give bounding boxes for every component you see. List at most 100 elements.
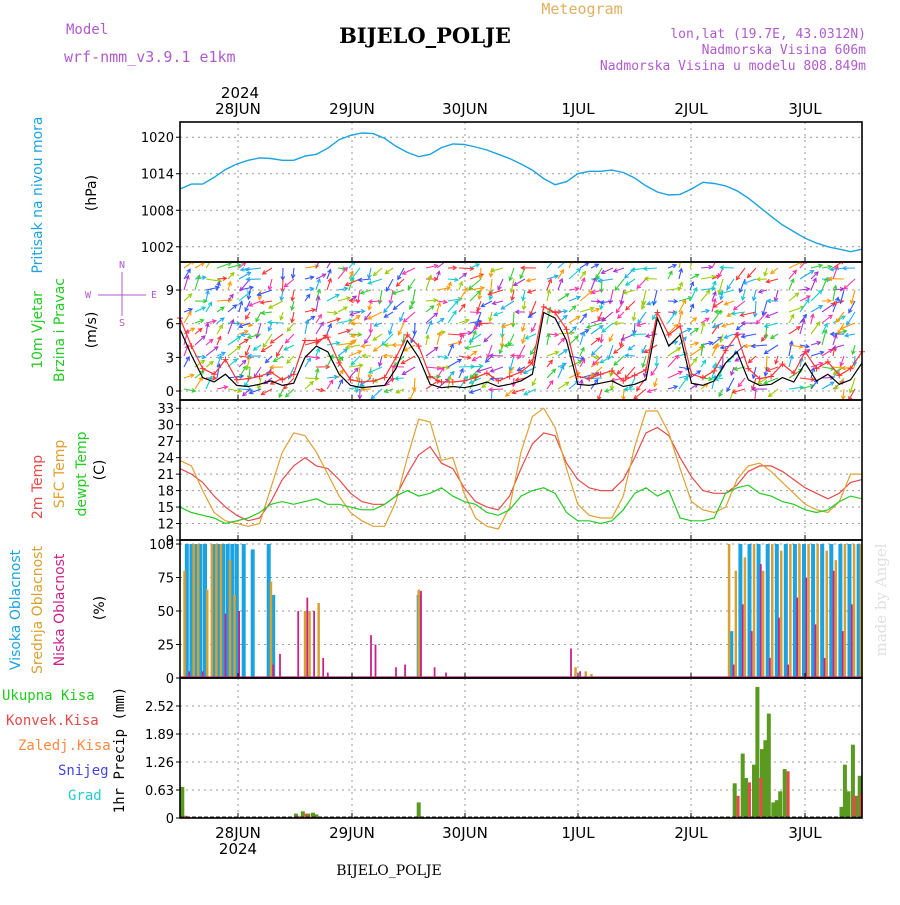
bar-srednja-oblacnost: [418, 590, 421, 678]
y-tick-label: 9: [166, 284, 174, 299]
bar-niska-oblacnost: [787, 665, 789, 678]
precip-label-snow: Snijeg: [58, 763, 109, 779]
bar-ukupna-kisa: [843, 765, 847, 818]
wind-arrow: [402, 367, 415, 374]
gust-marker: [700, 375, 706, 381]
top-day-label: 3JUL: [788, 100, 822, 118]
bar-niska-oblacnost: [842, 631, 844, 678]
elevation-text: Nadmorska Visina 606m: [702, 43, 867, 58]
bar-srednja-oblacnost: [197, 544, 200, 678]
top-day-label: 2JUL: [674, 100, 708, 118]
bar-niska-oblacnost: [313, 611, 315, 678]
bar-srednja-oblacnost: [762, 571, 765, 678]
wind-label-2: Brzina i Pravac: [52, 278, 68, 382]
wind-arrow: [591, 326, 603, 334]
wind-arrow: [459, 268, 473, 269]
compass-n: N: [119, 260, 125, 271]
y-tick-label: 100: [149, 538, 174, 553]
bar-srednja-oblacnost: [206, 590, 209, 678]
wind-arrow: [501, 301, 514, 309]
wind-arrow: [206, 347, 218, 356]
wind-arrow: [632, 334, 646, 335]
wind-arrow-head: [330, 257, 333, 261]
bar-niska-oblacnost: [375, 645, 377, 679]
bar-niska-oblacnost: [570, 649, 572, 679]
top-day-label: 28JUN: [215, 100, 261, 118]
wind-arrow: [269, 301, 283, 308]
bar-ukupna-kisa: [180, 787, 184, 818]
bar-niska-oblacnost: [306, 598, 308, 678]
bar-niska-oblacnost: [434, 667, 436, 678]
y-tick-label: 1002: [141, 241, 174, 256]
gust-marker: [200, 366, 206, 372]
y-tick-label: 1.89: [145, 728, 174, 743]
wind-arrow: [286, 389, 294, 397]
wind-arrow: [558, 259, 568, 268]
gust-marker: [450, 379, 456, 385]
gust-marker: [598, 371, 604, 377]
bar-srednja-oblacnost: [844, 544, 847, 678]
temp-unit: (C): [92, 460, 108, 481]
bottom-day-label: 29JUN: [329, 824, 375, 842]
y-tick-label: 1.26: [145, 756, 174, 771]
gust-marker: [302, 338, 308, 344]
wind-arrow: [822, 315, 832, 323]
wind-arrow: [469, 279, 481, 289]
bar-niska-oblacnost: [225, 614, 227, 678]
precip-unit: 1hr Precip (mm): [112, 687, 128, 813]
wind-side-labels: 10m Vjetar Brzina i Pravac (m/s) N W E S: [30, 260, 157, 382]
gust-marker: [507, 373, 513, 379]
bar-srednja-oblacnost: [574, 667, 577, 678]
bar-konvek-kisa: [748, 782, 751, 818]
wind-arrow: [720, 267, 734, 268]
y-tick-label: 12: [157, 518, 174, 533]
y-tick-label: 1020: [141, 131, 174, 146]
bar-niska-oblacnost: [796, 598, 798, 678]
bar-konvek-kisa: [853, 796, 856, 818]
wind-arrow: [756, 312, 767, 324]
bottom-day-label: 2JUL: [674, 824, 708, 842]
bar-srednja-oblacnost: [835, 560, 838, 678]
pressure-label: Pritisak na nivou mora: [30, 116, 46, 273]
precip-label-conv: Konvek.Kisa: [6, 713, 99, 729]
gust-marker: [541, 304, 547, 310]
wind-arrow: [602, 323, 613, 332]
wind-arrow: [637, 279, 646, 288]
footer-station: BIJELO_POLJE: [336, 863, 441, 879]
wind-arrow: [268, 322, 283, 323]
panels: 1002100810141020036991215182124273033025…: [141, 122, 865, 827]
top-day-label: 30JUN: [442, 100, 488, 118]
bar-niska-oblacnost: [769, 658, 771, 678]
bottom-day-label: 1JUL: [561, 824, 595, 842]
wind-arrow-head: [714, 257, 717, 261]
wind-arrow: [286, 334, 294, 343]
cloud-label-low: Niska Oblacnost: [52, 553, 68, 666]
bar-srednja-oblacnost: [853, 544, 856, 678]
y-tick-label: 3: [166, 351, 174, 366]
bar-ukupna-kisa: [755, 687, 759, 818]
bar-ukupna-kisa: [744, 778, 748, 818]
y-tick-label: 0: [166, 385, 174, 400]
wind-arrow: [394, 301, 404, 309]
wind-arrow: [844, 279, 855, 289]
wind-arrow: [349, 368, 358, 378]
bar-ukupna-kisa: [767, 714, 771, 818]
bar-srednja-oblacnost: [826, 551, 829, 678]
bar-niska-oblacnost: [815, 624, 817, 678]
bar-ukupna-kisa: [783, 769, 787, 818]
bar-srednja-oblacnost: [211, 544, 214, 678]
bar-srednja-oblacnost: [735, 571, 738, 678]
bar-visoka-oblacnost: [251, 549, 255, 678]
wind-arrow: [228, 346, 240, 356]
bar-niska-oblacnost: [297, 611, 299, 678]
wind-arrow: [228, 336, 241, 345]
wind-arrow-head: [210, 256, 214, 260]
precip-label-total: Ukupna Kisa: [2, 688, 95, 704]
wind-arrow: [822, 303, 835, 312]
wind-arrow: [271, 334, 283, 343]
bar-niska-oblacnost: [851, 604, 853, 678]
y-tick-label: 15: [157, 501, 174, 516]
